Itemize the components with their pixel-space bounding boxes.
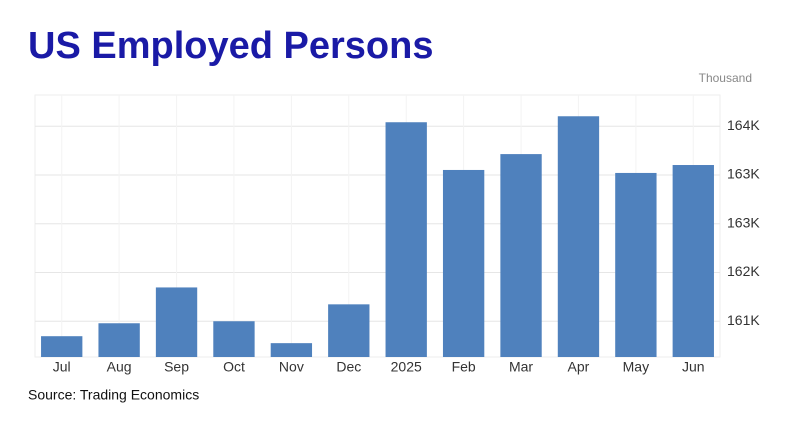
x-tick-label: Mar	[509, 359, 533, 375]
x-tick-label: Jun	[682, 359, 705, 375]
y-tick-label: 163K	[727, 166, 760, 182]
x-tick-label: Oct	[223, 359, 245, 375]
y-tick-label: 163K	[727, 214, 760, 230]
bar	[213, 321, 255, 357]
bar	[155, 287, 198, 357]
bar	[672, 165, 714, 357]
y-tick-label: 161K	[727, 312, 760, 328]
source: Source: Trading Economics	[28, 387, 199, 403]
x-tick-label: Feb	[452, 359, 476, 375]
bar	[442, 169, 485, 357]
x-tick-label: 2025	[391, 359, 422, 375]
x-tick-label: Jul	[53, 359, 71, 375]
bar	[328, 304, 370, 357]
y-tick-label: 162K	[727, 263, 760, 279]
x-tick-label: Apr	[568, 359, 590, 375]
bar	[615, 172, 657, 357]
bar	[41, 336, 83, 357]
bar	[270, 343, 313, 357]
x-tick-label: Aug	[107, 359, 132, 375]
chart-title: US Employed Persons	[28, 25, 433, 67]
bar	[500, 154, 542, 357]
x-tick-label: Nov	[279, 359, 304, 375]
x-tick-label: Dec	[336, 359, 361, 375]
plot-frame	[34, 94, 721, 358]
unit-label: Thousand	[699, 71, 752, 85]
bar	[385, 122, 427, 357]
x-tick-label: Sep	[164, 359, 189, 375]
bar	[98, 323, 140, 357]
x-tick-label: May	[623, 359, 649, 375]
bar	[557, 116, 600, 357]
y-tick-label: 164K	[727, 117, 760, 133]
